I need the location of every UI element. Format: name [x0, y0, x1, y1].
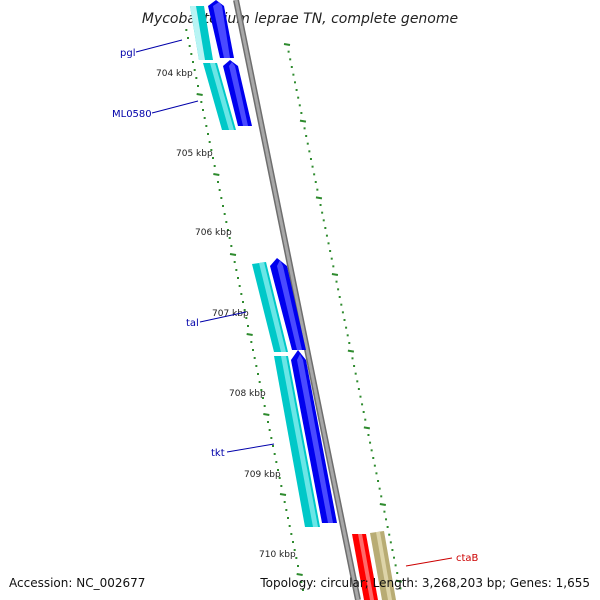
major-tick [331, 273, 339, 276]
kbp-label: 709 kbp [244, 470, 281, 480]
gene-label-tal[interactable]: tal [186, 311, 247, 329]
gene-label-tkt[interactable]: tkt [211, 443, 275, 459]
major-tick [379, 503, 386, 506]
major-tick [263, 413, 270, 416]
major-tick [196, 93, 203, 96]
kbp-label: 707 kbp [212, 309, 249, 319]
gene-label-ML0580[interactable]: ML0580 [112, 100, 199, 120]
tick-track-inner [283, 43, 402, 590]
cds-feature-tal-highlight [277, 260, 302, 350]
gene-label-text[interactable]: pgl [120, 48, 135, 59]
gene-label-pgl[interactable]: pgl [120, 39, 183, 59]
major-tick [395, 579, 402, 583]
major-tick [279, 493, 287, 496]
major-tick [229, 253, 237, 256]
cds-feature-ML0580-highlight [229, 62, 248, 126]
gene-block-ML0580[interactable] [203, 60, 252, 130]
major-tick [283, 43, 291, 46]
gene-label-text[interactable]: ML0580 [112, 109, 152, 120]
gene-feature-ML0580-highlight [210, 63, 234, 130]
gene-label-text[interactable]: tal [186, 318, 199, 329]
kbp-labels: 704 kbp 705 kbp 706 kbp 707 kbp 708 kbp … [156, 69, 296, 560]
major-tick [363, 426, 371, 430]
gene-feature-pgl-highlight [190, 6, 205, 60]
rna-feature-highlight [358, 534, 374, 600]
major-tick [347, 349, 355, 353]
gene-label-text[interactable]: tkt [211, 448, 225, 459]
gene-feature-tkt-highlight [281, 356, 318, 527]
genome-title: Mycobacterium leprae TN, complete genome [142, 11, 458, 27]
kbp-label: 710 kbp [259, 550, 296, 560]
cds-feature-pgl-highlight [213, 2, 230, 58]
gene-label-ctaB[interactable]: ctaB [405, 553, 479, 567]
gene-block-tkt[interactable] [274, 350, 337, 527]
kbp-label: 705 kbp [176, 149, 213, 159]
genome-backbone [233, 0, 361, 600]
major-tick [315, 196, 323, 200]
topology-text: Topology: circular; Length: 3,268,203 bp… [259, 576, 590, 590]
accession-text: Accession: NC_002677 [9, 576, 145, 590]
major-tick [213, 173, 220, 176]
gene-feature-tal-highlight [259, 262, 286, 352]
major-tick [296, 573, 303, 576]
kbp-label: 704 kbp [156, 69, 193, 79]
gene-block-ctaB[interactable] [352, 531, 396, 600]
kbp-label: 708 kbp [229, 389, 266, 399]
tick-track-outer [185, 29, 304, 591]
cds-feature-tkt-highlight [297, 354, 333, 523]
gene-block-pgl[interactable] [190, 0, 234, 60]
major-tick [299, 119, 307, 123]
gene-block-tal[interactable] [252, 258, 306, 352]
major-tick [246, 333, 253, 336]
kbp-label: 706 kbp [195, 228, 232, 238]
gene-label-text[interactable]: ctaB [456, 553, 479, 564]
misc-feature-ctaB-highlight [376, 532, 392, 600]
